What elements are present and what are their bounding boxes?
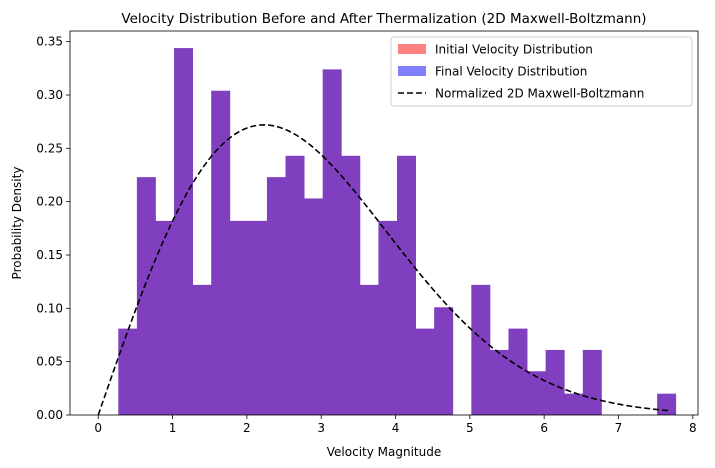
x-axis-label: Velocity Magnitude <box>327 445 441 459</box>
x-tick-label: 7 <box>615 421 623 435</box>
histogram-bar <box>155 220 175 415</box>
legend: Initial Velocity Distribution Final Veloc… <box>390 36 693 107</box>
histogram-bar <box>378 220 398 415</box>
histogram-bar <box>192 284 212 415</box>
histogram-bar <box>471 284 491 415</box>
y-tick-label: 0.25 <box>36 141 63 155</box>
legend-label: Normalized 2D Maxwell-Boltzmann <box>435 87 644 101</box>
maxwell-boltzmann-curve <box>97 124 671 416</box>
histogram-bar <box>564 393 584 415</box>
y-tick-label: 0.10 <box>36 301 63 315</box>
legend-label: Final Velocity Distribution <box>435 65 587 79</box>
axes-frame <box>69 30 699 416</box>
y-tick-label: 0.15 <box>36 248 63 262</box>
histogram-bar <box>657 393 677 415</box>
histogram-bar <box>397 155 416 416</box>
histogram-bar <box>508 328 528 415</box>
histogram-bar <box>359 284 379 415</box>
x-tick-label: 5 <box>466 421 474 435</box>
histogram-bars <box>118 48 677 416</box>
y-axis-label: Probability Density <box>10 167 24 280</box>
histogram-bar <box>285 155 305 416</box>
histogram-bar <box>527 371 547 415</box>
y-axis-ticks: 0.00 0.05 0.10 0.15 0.20 0.25 0.30 0.35 <box>36 35 70 422</box>
histogram-bar <box>489 349 509 415</box>
histogram-bar <box>136 177 156 415</box>
histogram-bar <box>118 328 138 415</box>
histogram-bar <box>304 198 324 415</box>
y-tick-label: 0.00 <box>36 408 63 422</box>
legend-label: Initial Velocity Distribution <box>435 43 593 57</box>
x-tick-label: 6 <box>540 421 548 435</box>
legend-swatch <box>398 66 426 76</box>
x-tick-label: 4 <box>392 421 400 435</box>
histogram-bar <box>545 349 565 415</box>
x-tick-label: 8 <box>689 421 697 435</box>
y-tick-label: 0.20 <box>36 195 63 209</box>
y-tick-label: 0.05 <box>36 355 63 369</box>
histogram-bar <box>322 69 342 416</box>
x-tick-label: 0 <box>94 421 102 435</box>
x-tick-label: 3 <box>317 421 325 435</box>
histogram-bar <box>434 307 454 415</box>
legend-box <box>390 36 693 107</box>
histogram-bar <box>582 349 602 415</box>
histogram-bar <box>174 48 194 416</box>
histogram-bar <box>341 155 361 416</box>
y-tick-label: 0.35 <box>36 35 63 49</box>
x-tick-label: 1 <box>169 421 177 435</box>
histogram-bar <box>248 220 268 415</box>
histogram-bar <box>229 220 249 415</box>
histogram-bar <box>211 90 231 415</box>
y-tick-label: 0.30 <box>36 88 63 102</box>
histogram-bar <box>415 328 435 415</box>
x-tick-label: 2 <box>243 421 251 435</box>
x-axis-ticks: 0 1 2 3 4 5 6 7 8 <box>94 415 697 435</box>
histogram-bar <box>266 177 286 415</box>
legend-swatch <box>398 44 426 54</box>
chart-title: Velocity Distribution Before and After T… <box>121 11 646 27</box>
